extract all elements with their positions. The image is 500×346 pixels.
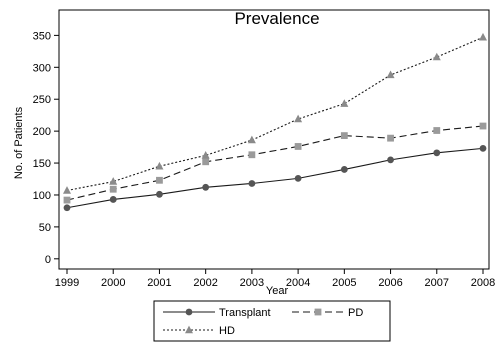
y-tick-label: 350 [33,30,51,42]
x-tick-label: 2001 [147,277,171,289]
y-tick-label: 300 [33,62,51,74]
data-point-pd [294,143,302,150]
y-tick-label: 100 [33,190,51,202]
data-point-pd [340,132,348,140]
plot-frame [58,9,490,270]
data-point-hd [432,52,441,61]
data-point-pd [202,158,210,166]
x-tick-label: 2006 [378,277,402,289]
y-tick-label: 150 [33,158,51,170]
x-tick-label: 2007 [425,277,449,289]
x-tick-label: 2000 [101,277,125,289]
legend-label-pd: PD [348,307,363,319]
x-tick-label: 2004 [286,277,310,289]
data-point-pd [109,185,117,193]
data-point-hd [63,186,71,194]
legend-label-transplant: Transplant [219,307,271,319]
data-point-hd [155,161,164,170]
legend-box [153,300,391,342]
data-point-transplant [387,156,394,164]
data-point-hd [479,32,487,41]
legend: Transplant PD HD [153,300,391,342]
legend-label-hd: HD [219,325,235,337]
y-tick-label: 250 [33,94,51,106]
y-axis-title: No. of Patients [13,106,25,179]
data-point-transplant [340,166,348,173]
data-point-hd [201,150,210,159]
data-point-hd [294,114,303,123]
data-point-pd [63,196,71,204]
y-tick-label: 0 [45,254,51,266]
data-point-pd [156,176,163,184]
series-line-transplant [66,147,484,209]
data-point-hd [386,70,395,79]
data-point-transplant [202,183,210,191]
plot-area: 0 50 100 150 200 250 300 350 1999 2000 2001 2002 200… [33,9,495,289]
data-point-pd [433,127,441,134]
x-tick-label: 2002 [193,277,217,289]
legend-marker-hd [185,325,193,334]
data-point-transplant [479,144,487,152]
y-tick-label: 50 [39,222,51,234]
data-point-hd [340,99,349,107]
legend-marker-transplant [185,308,193,316]
data-point-hd [109,177,118,185]
y-tick-label: 200 [33,126,51,138]
chart-title: Prevalence [234,9,319,28]
x-tick-label: 2003 [240,277,264,289]
legend-marker-pd [314,308,322,316]
data-point-pd [248,151,256,159]
x-tick-label: 2008 [471,277,495,289]
data-point-transplant [63,204,71,212]
series-line-pd [66,125,484,201]
series-line-hd [66,36,484,192]
data-point-pd [387,134,394,142]
data-point-transplant [156,190,163,198]
x-axis-title: Year [266,285,289,297]
data-point-pd [479,122,487,130]
x-tick-label: 1999 [55,277,79,289]
x-tick-label: 2005 [332,277,356,289]
data-point-transplant [248,180,256,187]
data-point-transplant [109,196,117,203]
data-point-transplant [294,174,302,182]
data-point-hd [247,135,256,144]
data-point-transplant [433,149,441,157]
